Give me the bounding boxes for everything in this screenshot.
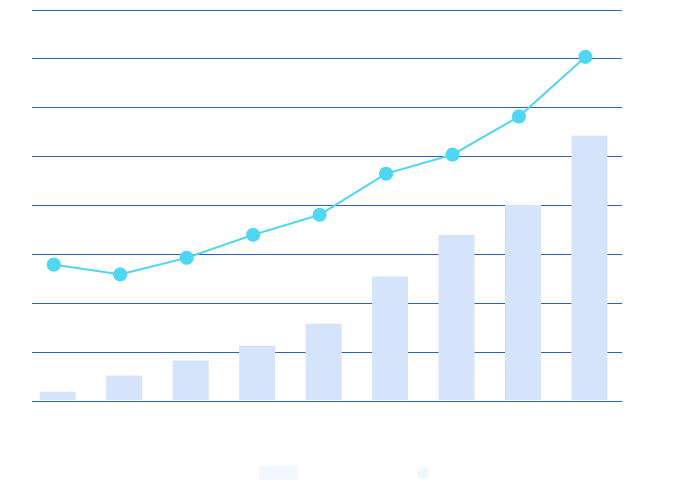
bar (106, 375, 143, 400)
bar (239, 345, 276, 400)
bar (372, 276, 409, 400)
bar (305, 323, 342, 400)
legend-bar-swatch (259, 466, 298, 480)
line-point (46, 257, 61, 272)
line-point (511, 109, 526, 124)
line-point (379, 166, 394, 181)
line-series (46, 49, 593, 282)
line-point (312, 207, 327, 222)
bar (438, 234, 475, 400)
bar (39, 391, 76, 400)
legend (259, 466, 429, 480)
line-point (113, 267, 128, 282)
bar (571, 135, 608, 400)
bar (172, 360, 209, 400)
bar-series (39, 135, 608, 400)
line-point (179, 250, 194, 265)
line-point (578, 49, 593, 64)
gridlines (32, 10, 622, 402)
line-point (246, 227, 261, 242)
bar (504, 205, 541, 400)
line-point (445, 147, 460, 162)
legend-line-swatch (417, 467, 429, 479)
